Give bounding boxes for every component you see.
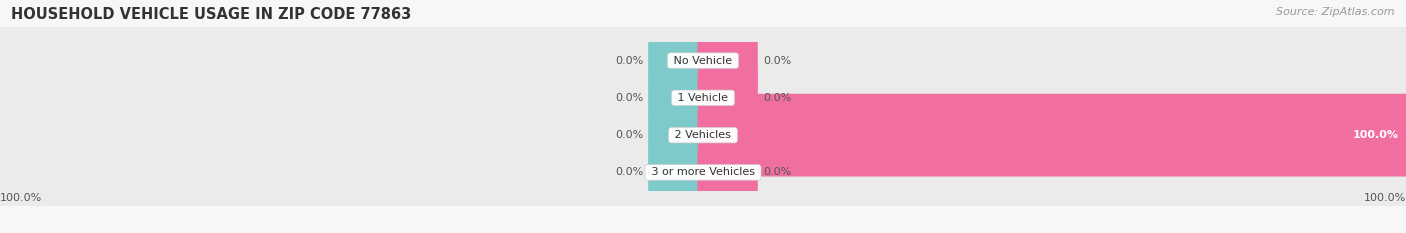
Text: HOUSEHOLD VEHICLE USAGE IN ZIP CODE 77863: HOUSEHOLD VEHICLE USAGE IN ZIP CODE 7786… [11,7,412,22]
FancyBboxPatch shape [648,131,709,214]
FancyBboxPatch shape [0,27,1406,94]
FancyBboxPatch shape [648,19,709,102]
Text: 3 or more Vehicles: 3 or more Vehicles [648,168,758,177]
Text: 100.0%: 100.0% [1364,193,1406,203]
Text: 0.0%: 0.0% [614,130,644,140]
Text: 100.0%: 100.0% [1353,130,1399,140]
FancyBboxPatch shape [0,139,1406,206]
FancyBboxPatch shape [697,19,758,102]
Text: 0.0%: 0.0% [614,93,644,103]
Text: 0.0%: 0.0% [614,168,644,177]
Text: Source: ZipAtlas.com: Source: ZipAtlas.com [1277,7,1395,17]
FancyBboxPatch shape [697,94,1406,177]
FancyBboxPatch shape [697,131,758,214]
Text: 0.0%: 0.0% [762,56,792,65]
FancyBboxPatch shape [0,64,1406,131]
Text: 2 Vehicles: 2 Vehicles [671,130,735,140]
Text: 0.0%: 0.0% [762,93,792,103]
FancyBboxPatch shape [648,56,709,139]
Text: 0.0%: 0.0% [762,168,792,177]
FancyBboxPatch shape [697,56,758,139]
FancyBboxPatch shape [648,94,709,177]
FancyBboxPatch shape [0,102,1406,169]
Text: 0.0%: 0.0% [614,56,644,65]
Text: 100.0%: 100.0% [0,193,42,203]
Text: No Vehicle: No Vehicle [671,56,735,65]
Text: 1 Vehicle: 1 Vehicle [675,93,731,103]
